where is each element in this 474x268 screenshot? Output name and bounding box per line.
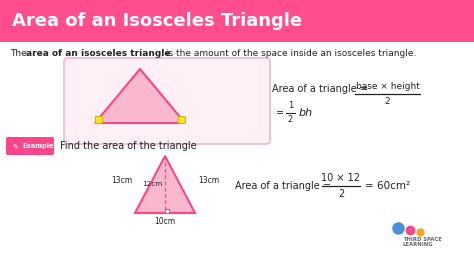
Text: ✎: ✎ <box>12 143 18 149</box>
FancyBboxPatch shape <box>64 58 270 144</box>
Text: Area of an Isosceles Triangle: Area of an Isosceles Triangle <box>12 12 302 30</box>
Polygon shape <box>95 69 185 123</box>
FancyBboxPatch shape <box>6 137 54 155</box>
Text: 2: 2 <box>288 116 293 125</box>
Text: 13cm: 13cm <box>111 176 132 185</box>
Text: is the amount of the space inside an isosceles triangle.: is the amount of the space inside an iso… <box>163 49 416 58</box>
FancyBboxPatch shape <box>0 0 474 42</box>
Text: bh: bh <box>299 108 313 118</box>
Polygon shape <box>135 156 195 213</box>
Text: 10cm: 10cm <box>155 217 175 226</box>
Text: =: = <box>276 108 284 118</box>
Bar <box>165 209 169 213</box>
Text: Area of a triangle =: Area of a triangle = <box>272 84 368 94</box>
Text: 10 × 12: 10 × 12 <box>321 173 361 183</box>
Text: area of an isosceles triangle: area of an isosceles triangle <box>26 49 171 58</box>
Text: base × height: base × height <box>356 82 419 91</box>
Text: LEARNING: LEARNING <box>403 242 434 247</box>
Polygon shape <box>95 116 102 123</box>
Text: THIRD SPACE: THIRD SPACE <box>403 237 442 242</box>
Text: 2: 2 <box>338 189 344 199</box>
Text: Find the area of the triangle: Find the area of the triangle <box>60 141 197 151</box>
Text: Example: Example <box>22 143 54 149</box>
Text: Area of a triangle =: Area of a triangle = <box>235 181 331 191</box>
Text: The: The <box>10 49 29 58</box>
Text: 2: 2 <box>385 97 390 106</box>
Text: 12cm: 12cm <box>142 181 162 188</box>
Polygon shape <box>178 116 185 123</box>
Text: = 60cm²: = 60cm² <box>365 181 410 191</box>
Text: 13cm: 13cm <box>198 176 219 185</box>
Text: 1: 1 <box>288 102 293 110</box>
